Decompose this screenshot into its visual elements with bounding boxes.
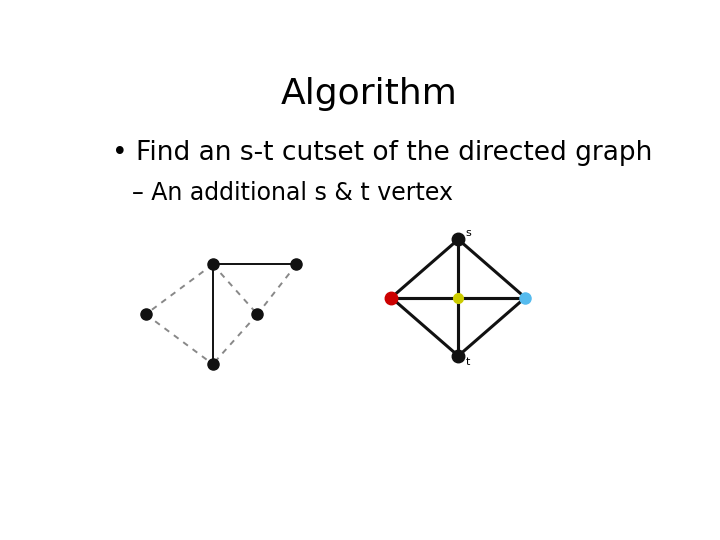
Text: t: t: [466, 357, 470, 367]
Text: Algorithm: Algorithm: [281, 77, 457, 111]
Text: • Find an s-t cutset of the directed graph: • Find an s-t cutset of the directed gra…: [112, 140, 653, 166]
Text: s: s: [466, 228, 472, 238]
Text: – An additional s & t vertex: – An additional s & t vertex: [132, 181, 453, 205]
